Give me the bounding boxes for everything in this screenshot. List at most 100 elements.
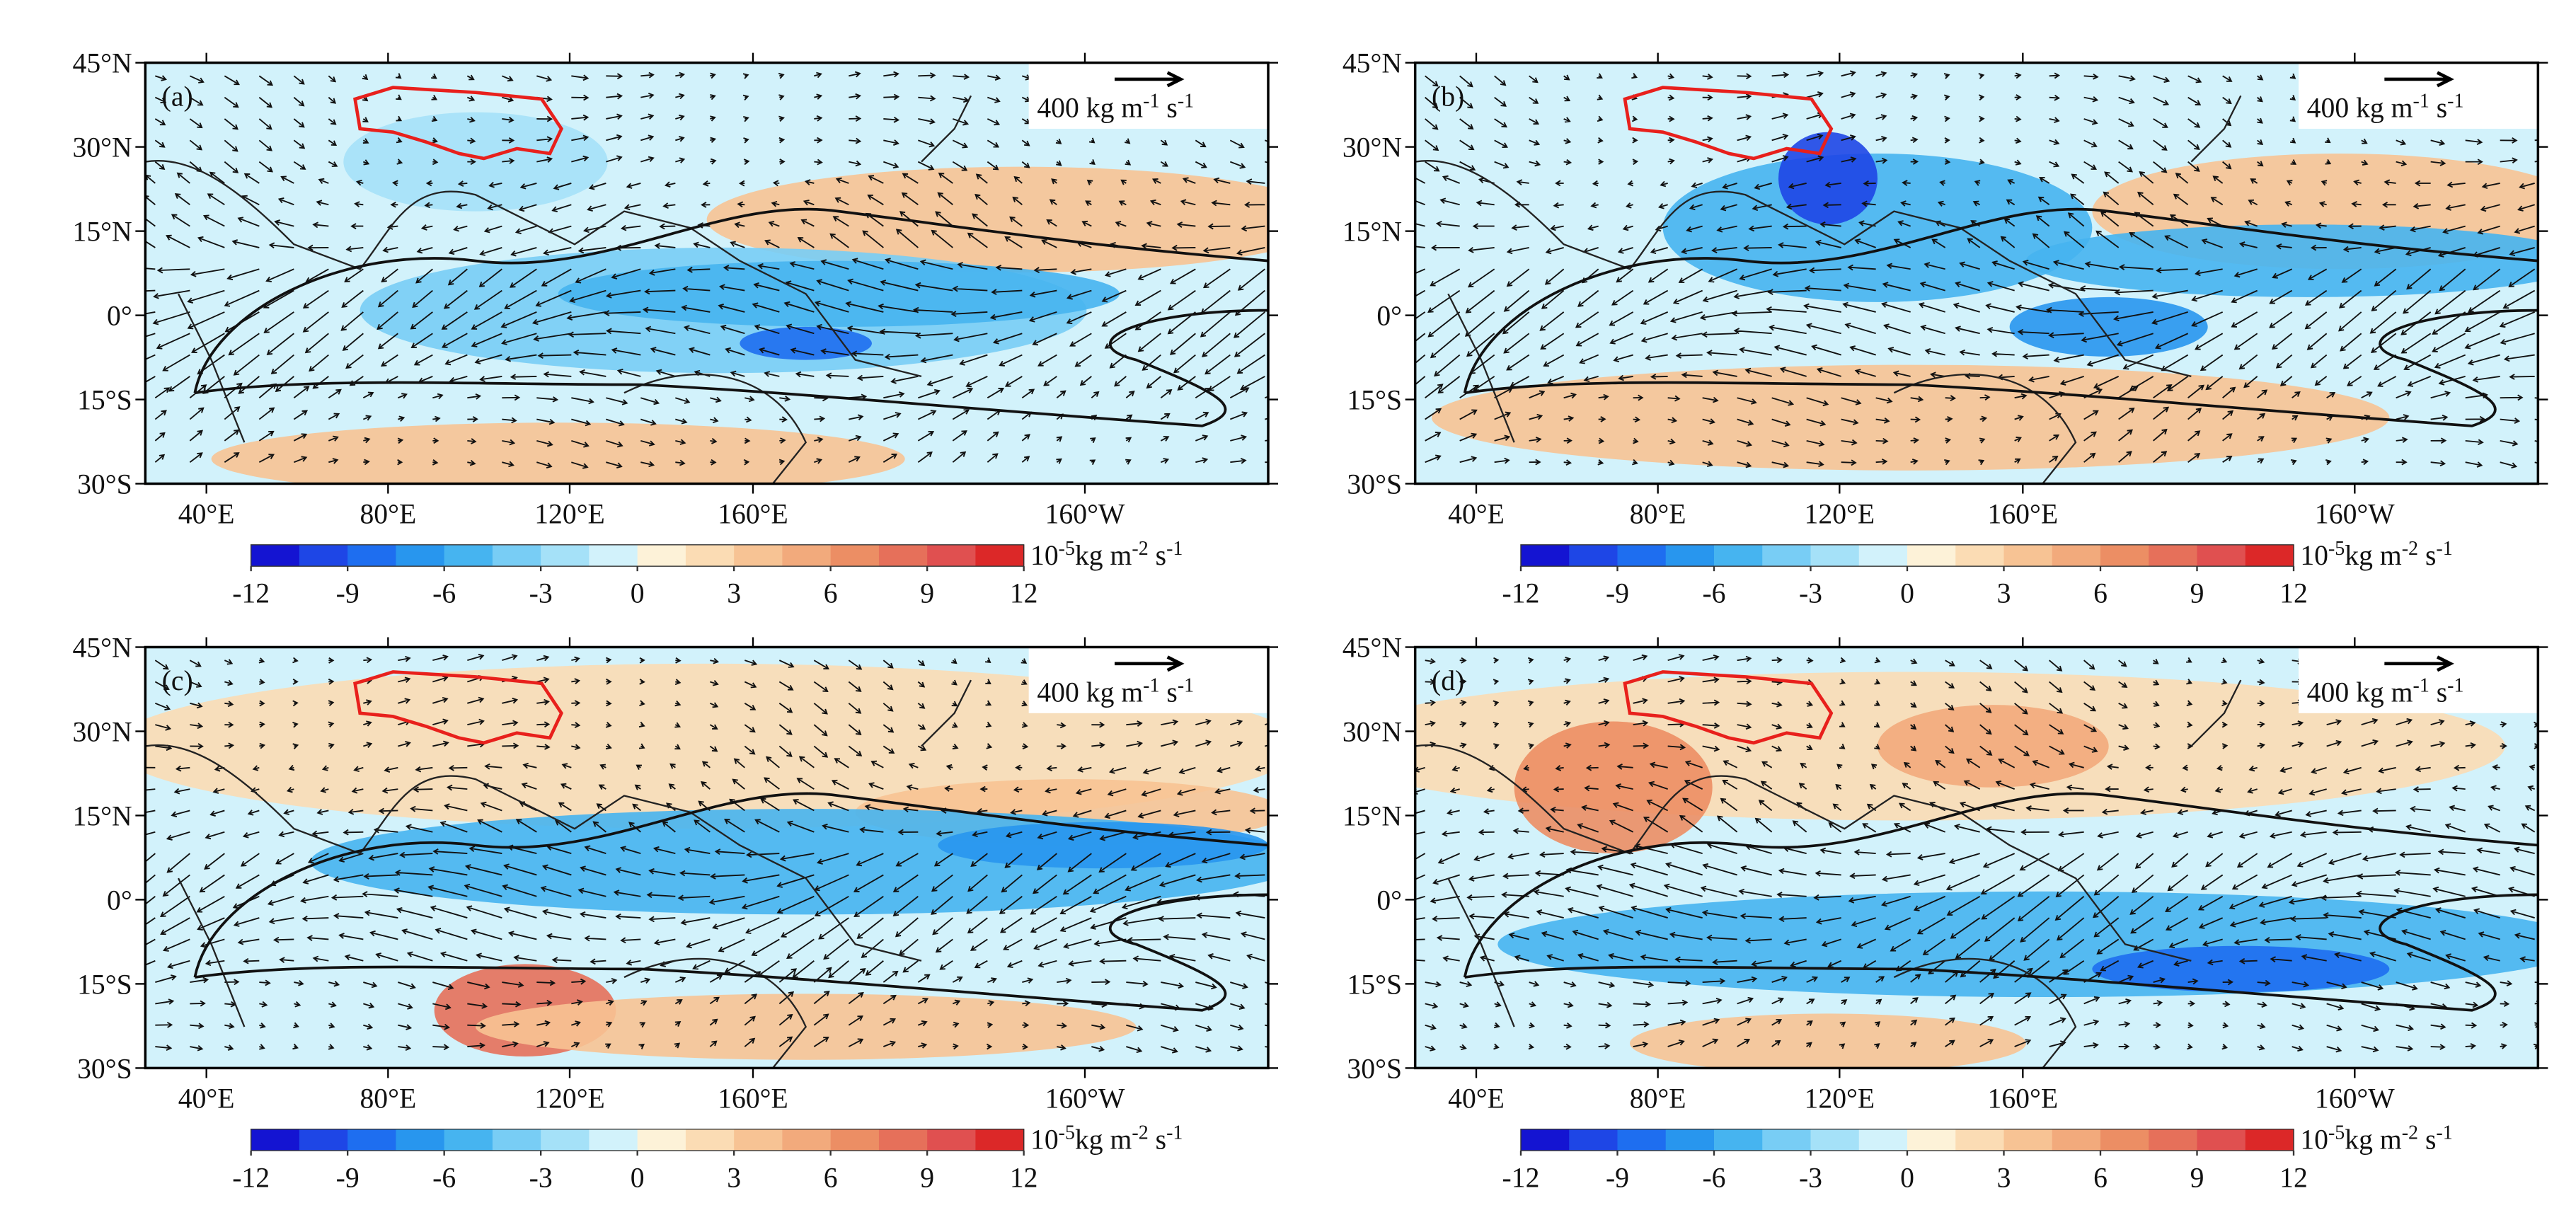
colorbar-tick-label: 12 xyxy=(1010,1162,1038,1193)
sst-contour xyxy=(1463,792,2538,1012)
colorbar-tick-label: -3 xyxy=(1799,578,1822,609)
colorbar-unit-part: kg m xyxy=(2345,540,2402,571)
lat-tick-label: 15°S xyxy=(77,969,132,1000)
lon-tick-label: 160°E xyxy=(718,499,788,530)
shaded-region xyxy=(1432,364,2390,471)
colorbar-bin xyxy=(347,544,397,567)
colorbar-bin xyxy=(2197,544,2246,567)
shaded-region xyxy=(740,326,872,360)
colorbar-tick-label: 0 xyxy=(1900,1162,1914,1193)
colorbar-unit-part: s xyxy=(2418,540,2436,571)
colorbar-bin xyxy=(444,544,493,567)
map-frame xyxy=(1413,645,2540,1070)
lat-tick-label: 15°N xyxy=(1342,800,1402,831)
colorbar-bin xyxy=(1955,544,2005,567)
colorbar-unit-part: 10 xyxy=(2300,1124,2328,1156)
shaded-region xyxy=(2026,224,2538,297)
shaded-region xyxy=(2092,945,2390,993)
lon-tick-label: 40°E xyxy=(1448,499,1505,530)
colorbar-bin xyxy=(1955,1129,2005,1151)
colorbar-tick-label: 3 xyxy=(1997,1162,2011,1193)
colorbar-unit-part: -1 xyxy=(1166,538,1183,560)
colorbar-bin xyxy=(2149,1129,2198,1151)
colorbar-bin xyxy=(927,544,977,567)
colorbar-bin xyxy=(2003,1129,2053,1151)
reference-label-part: -1 xyxy=(1178,674,1194,696)
plateau-contour xyxy=(353,86,564,161)
colorbar-unit-part: -5 xyxy=(1059,1122,1075,1144)
colorbar-bin xyxy=(1907,1129,1956,1151)
colorbar-bin xyxy=(299,1129,348,1151)
panel-label: (b) xyxy=(1432,81,1464,112)
reference-label-part: 400 kg m xyxy=(1037,676,1143,708)
colorbar-tick-label: 0 xyxy=(631,578,645,609)
colorbar-bin xyxy=(1665,1129,1715,1151)
colorbar-bin xyxy=(396,1129,445,1151)
lat-tick-label: 30°N xyxy=(73,132,132,163)
colorbar-tick-label: -6 xyxy=(432,578,456,609)
colorbar-bin xyxy=(782,544,832,567)
lon-tick-label: 40°E xyxy=(178,499,235,530)
colorbar-bin xyxy=(1714,1129,1763,1151)
colorbar-bin xyxy=(347,1129,397,1151)
colorbar-bin xyxy=(541,1129,590,1151)
colorbar-unit-part: -5 xyxy=(2328,538,2345,560)
colorbar-bin xyxy=(1665,544,1715,567)
colorbar-bin xyxy=(444,1129,493,1151)
lat-tick-label: 30°S xyxy=(1347,469,1402,500)
colorbar-bin xyxy=(2003,544,2053,567)
wind-vectors xyxy=(145,653,1268,1054)
colorbar-unit-part: 10 xyxy=(1030,1124,1059,1156)
colorbar-bin xyxy=(782,1129,832,1151)
map-field xyxy=(145,62,1268,484)
colorbar-bin xyxy=(589,1129,638,1151)
shaded-region xyxy=(1630,1013,2026,1069)
colorbar-bin xyxy=(251,544,300,567)
coastline xyxy=(1415,679,2242,1069)
reference-box xyxy=(2299,647,2538,713)
lon-tick-label: 120°E xyxy=(534,1083,605,1114)
lat-tick-label: 30°N xyxy=(1342,132,1402,163)
reference-label-part: s xyxy=(2430,676,2447,708)
colorbar-bin xyxy=(2052,544,2101,567)
colorbar-bin xyxy=(1907,544,1956,567)
plateau-contour xyxy=(1623,86,1834,161)
colorbar-unit-part: kg m xyxy=(1075,540,1132,571)
lon-tick-label: 160°E xyxy=(1988,499,2059,530)
reference-box xyxy=(2299,62,2538,129)
wind-vectors xyxy=(1415,70,2538,469)
map-panel: 400 kg m-1 s-1(a)45°N30°N15°N0°15°S30°S4… xyxy=(73,48,1278,609)
sst-contour xyxy=(1463,207,2538,427)
lat-tick-label: 15°N xyxy=(73,800,132,831)
shaded-region xyxy=(2009,296,2208,357)
colorbar-bin xyxy=(1858,1129,1908,1151)
colorbar-bin xyxy=(927,1129,977,1151)
colorbar-bin xyxy=(1521,1129,1570,1151)
sst-contour xyxy=(193,792,1268,1012)
plateau-contour xyxy=(353,670,564,745)
colorbar-unit-part: -5 xyxy=(2328,1122,2345,1144)
colorbar-unit-part: 10 xyxy=(1030,540,1059,571)
colorbar-bin xyxy=(2197,1129,2246,1151)
colorbar-bin xyxy=(2100,544,2149,567)
colorbar-bin xyxy=(589,544,638,567)
colorbar-tick-label: 3 xyxy=(727,578,741,609)
lat-tick-label: 45°N xyxy=(73,632,132,663)
colorbar-tick-label: 12 xyxy=(1010,578,1038,609)
reference-label-part: -1 xyxy=(2413,91,2430,113)
colorbar-unit: 10-5kg m-2 s-1 xyxy=(1030,538,1183,571)
colorbar-bin xyxy=(2245,1129,2294,1151)
colorbar-tick-label: 0 xyxy=(631,1162,645,1193)
colorbar-bin xyxy=(830,1129,880,1151)
colorbar-unit-part: s xyxy=(1149,540,1166,571)
lat-tick-label: 30°S xyxy=(77,1053,132,1084)
lat-tick-label: 0° xyxy=(107,301,132,332)
colorbar-unit-part: s xyxy=(2418,1124,2436,1156)
colorbar-tick-label: -12 xyxy=(232,578,270,609)
lat-tick-label: 30°N xyxy=(1342,716,1402,747)
colorbar-bin xyxy=(299,544,348,567)
lat-tick-label: 0° xyxy=(1376,301,1402,332)
map-frame xyxy=(144,645,1270,1070)
colorbar-tick-label: 3 xyxy=(727,1162,741,1193)
